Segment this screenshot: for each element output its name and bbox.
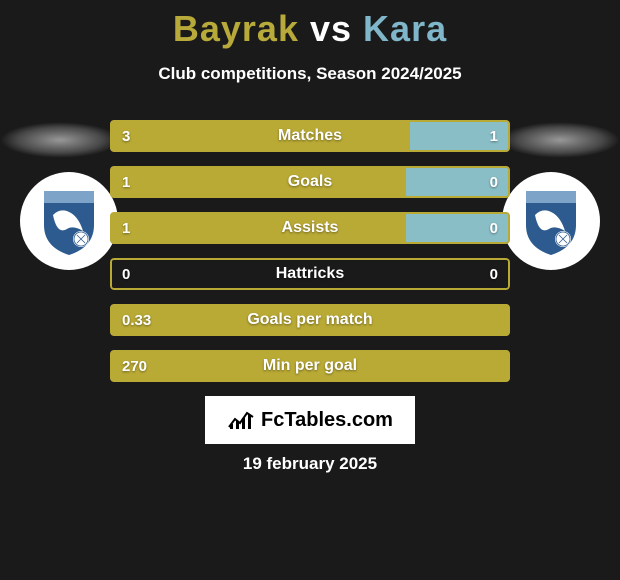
stat-label: Matches xyxy=(110,120,510,152)
stat-row: 31Matches xyxy=(110,120,510,152)
team-crest-right xyxy=(502,172,600,270)
shield-icon xyxy=(521,185,581,257)
stat-row: 0.33Goals per match xyxy=(110,304,510,336)
page-title: Bayrak vs Kara xyxy=(0,0,620,50)
shield-icon xyxy=(39,185,99,257)
title-vs: vs xyxy=(310,8,352,49)
title-player1: Bayrak xyxy=(173,8,299,49)
stat-row: 270Min per goal xyxy=(110,350,510,382)
branding-badge: FcTables.com xyxy=(205,396,415,444)
stats-container: 31Matches 10Goals 10Assists 00Hattricks 0.33… xyxy=(110,120,510,396)
date-label: 19 february 2025 xyxy=(0,454,620,474)
title-player2: Kara xyxy=(363,8,447,49)
stat-label: Assists xyxy=(110,212,510,244)
branding-text: FcTables.com xyxy=(261,409,393,432)
stat-label: Goals xyxy=(110,166,510,198)
player-halo-right xyxy=(500,122,620,158)
chart-icon xyxy=(227,409,255,431)
player-halo-left xyxy=(0,122,120,158)
stat-label: Min per goal xyxy=(110,350,510,382)
stat-label: Hattricks xyxy=(110,258,510,290)
team-crest-left xyxy=(20,172,118,270)
stat-row: 00Hattricks xyxy=(110,258,510,290)
subtitle: Club competitions, Season 2024/2025 xyxy=(0,64,620,84)
stat-row: 10Goals xyxy=(110,166,510,198)
stat-row: 10Assists xyxy=(110,212,510,244)
stat-label: Goals per match xyxy=(110,304,510,336)
